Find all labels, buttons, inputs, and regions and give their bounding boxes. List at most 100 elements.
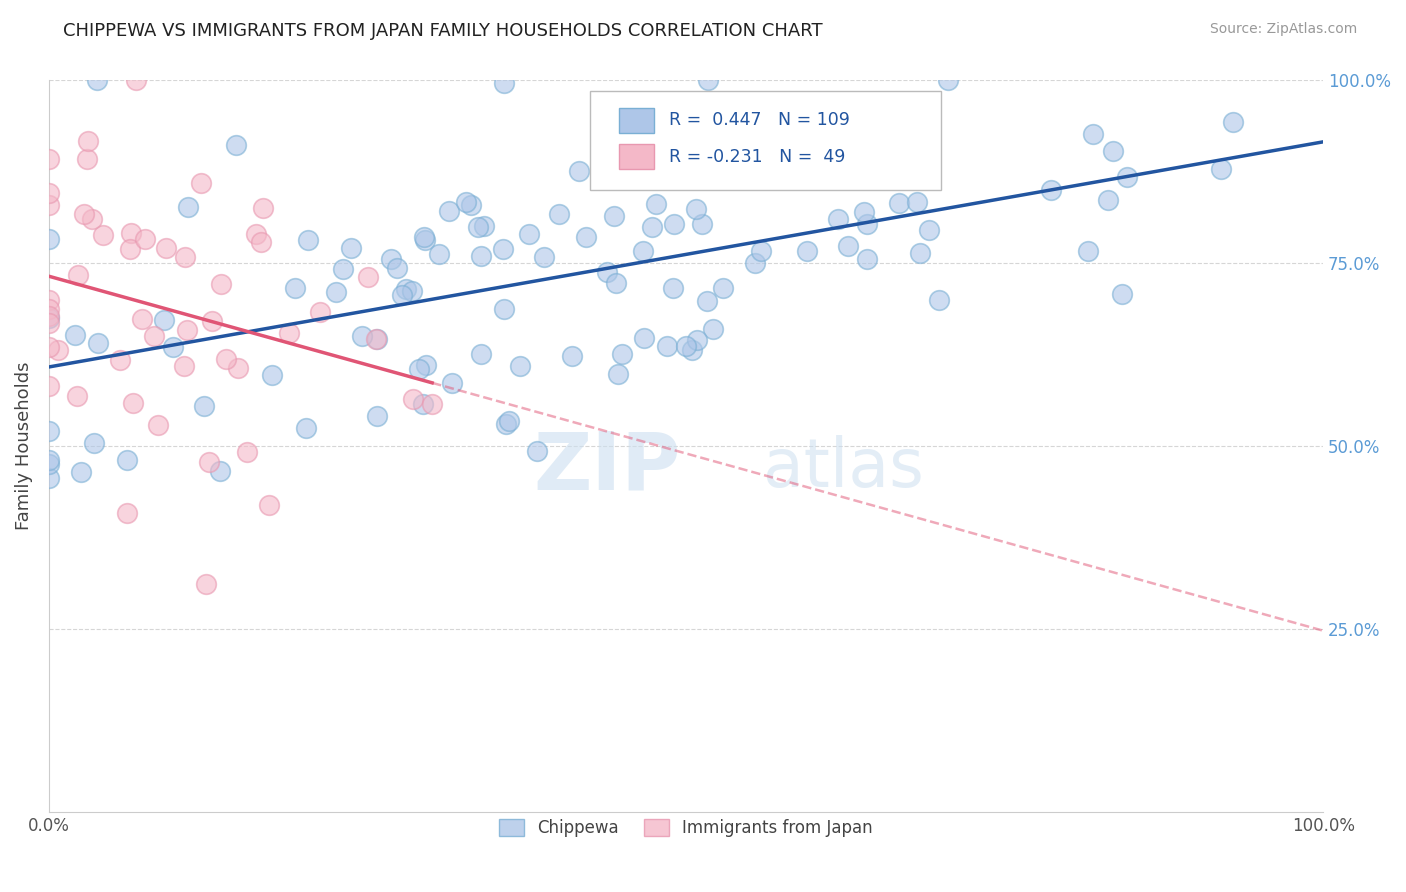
Point [201,314,224,328]
Point [412,230,434,244]
Point [905,195,928,210]
Point [309,305,332,319]
Point [692,217,714,231]
Point [1111,287,1133,301]
Point [744,255,766,269]
Point [215,351,238,366]
Point [856,252,879,267]
Point [295,420,318,434]
Point [681,343,703,357]
Point [190,176,212,190]
Point [1039,183,1062,197]
Point [86,73,108,87]
Point [492,302,515,317]
Point [533,251,555,265]
Point [561,349,583,363]
Point [153,313,176,327]
Point [209,277,232,291]
Point [38,379,60,393]
Point [1081,128,1104,142]
Text: ZIP: ZIP [533,429,681,507]
Point [420,396,443,410]
Point [155,242,177,256]
Point [856,218,879,232]
Point [257,498,280,512]
Point [575,230,598,244]
Point [470,347,492,361]
Point [332,261,354,276]
Point [260,368,283,382]
Point [440,376,463,391]
Point [108,352,131,367]
Point [236,445,259,459]
Point [38,302,60,317]
Point [662,217,685,231]
Point [783,145,806,159]
Point [645,197,668,211]
Point [38,424,60,438]
Point [401,285,423,299]
Point [146,417,169,432]
Point [80,212,103,227]
Point [325,285,347,300]
Point [456,194,478,209]
Point [380,252,402,267]
Point [412,397,434,411]
Point [391,287,413,301]
Point [65,328,87,343]
Point [91,228,114,243]
Point [1077,244,1099,258]
Point [193,399,215,413]
Point [1222,115,1244,129]
Point [460,198,482,212]
Point [209,464,232,478]
Text: CHIPPEWA VS IMMIGRANTS FROM JAPAN FAMILY HOUSEHOLDS CORRELATION CHART: CHIPPEWA VS IMMIGRANTS FROM JAPAN FAMILY… [63,22,823,40]
Point [278,326,301,340]
Point [142,329,165,343]
Point [928,293,950,307]
Point [749,244,772,258]
Point [249,235,271,250]
Point [688,96,710,111]
Point [908,246,931,260]
Point [245,227,267,241]
Point [87,336,110,351]
Point [605,276,627,290]
Point [1097,193,1119,207]
Point [936,73,959,87]
Point [675,339,697,353]
Point [38,340,60,354]
Text: Source: ZipAtlas.com: Source: ZipAtlas.com [1209,22,1357,37]
Point [492,242,515,256]
Point [415,358,437,372]
Point [225,138,247,153]
Point [517,227,540,241]
Point [408,362,430,376]
Point [76,153,98,167]
Point [402,392,425,407]
Point [38,310,60,325]
Point [297,233,319,247]
Point [177,200,200,214]
Text: R =  0.447   N = 109: R = 0.447 N = 109 [669,112,851,129]
Point [633,331,655,345]
Point [759,150,782,164]
Point [38,457,60,471]
Point [115,453,138,467]
Bar [619,108,654,133]
Point [429,246,451,260]
Point [837,239,859,253]
Point [686,333,709,347]
Point [38,198,60,212]
Point [195,576,218,591]
Point [413,233,436,247]
Point [697,73,720,87]
Point [366,332,388,346]
Point [76,134,98,148]
Point [893,145,915,160]
Point [439,204,461,219]
Point [641,219,664,234]
Point [115,506,138,520]
Point [118,243,141,257]
Point [176,323,198,337]
